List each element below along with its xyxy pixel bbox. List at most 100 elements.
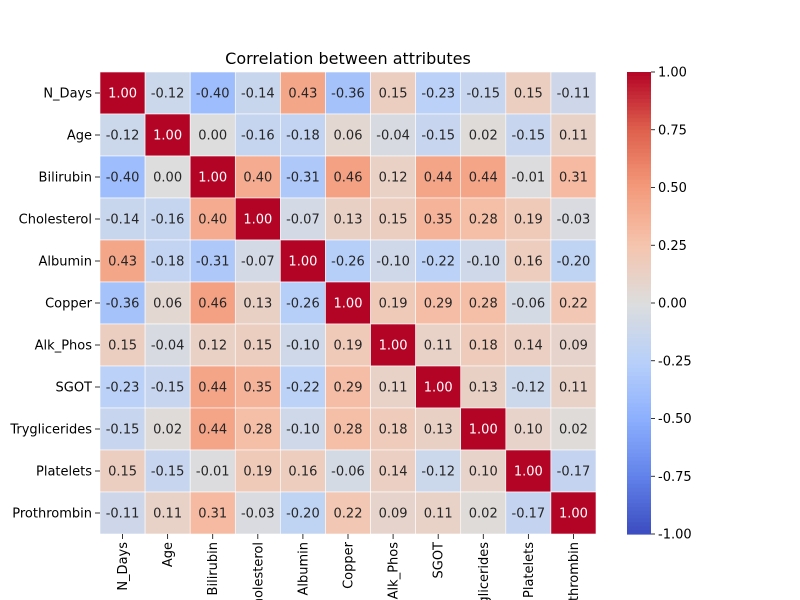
colorbar-segment: [627, 272, 651, 277]
cell-annotation: 0.10: [469, 465, 498, 480]
heatmap-cell: [234, 71, 281, 115]
colorbar-segment: [627, 156, 651, 162]
cell-annotation: -0.36: [331, 87, 365, 102]
heatmap-cell: [280, 239, 326, 283]
cell-annotation: -0.11: [106, 507, 140, 522]
heatmap-cell: [144, 197, 191, 241]
cell-annotation: 0.11: [379, 381, 408, 396]
cell-annotation: 0.40: [198, 213, 227, 228]
cell-annotation: 0.02: [469, 129, 498, 144]
colorbar-segment: [627, 314, 651, 319]
colorbar-segment: [627, 345, 651, 350]
cell-annotation: -0.14: [106, 213, 140, 228]
cell-annotation: 1.00: [469, 423, 498, 438]
cell-annotation: -0.10: [376, 255, 410, 270]
cell-annotation: -0.31: [196, 255, 230, 270]
cell-annotation: 0.15: [243, 339, 272, 354]
heatmap-cell: [99, 71, 146, 115]
cell-annotation: 0.43: [108, 255, 137, 270]
heatmap-cell: [325, 71, 371, 115]
colorbar-segment: [627, 507, 651, 512]
colorbar-segment: [627, 430, 651, 435]
colorbar-segment: [627, 356, 651, 362]
cell-annotation: -0.10: [286, 423, 320, 438]
cell-annotation: 0.18: [469, 339, 498, 354]
colorbar-segment: [627, 191, 651, 196]
cell-annotation: 0.13: [469, 381, 498, 396]
cell-annotation: -0.03: [557, 213, 591, 228]
heatmap-cell: [550, 407, 597, 451]
cell-annotation: 0.11: [424, 339, 453, 354]
cell-annotation: 0.31: [559, 171, 588, 186]
heatmap-cell: [99, 113, 146, 157]
colorbar-segment: [627, 72, 651, 77]
colorbar-segment: [627, 460, 651, 466]
heatmap-cell: [550, 71, 597, 115]
colorbar-segment: [627, 237, 651, 242]
colorbar-segment: [627, 476, 651, 481]
colorbar-segment: [627, 133, 651, 139]
colorbar-segment: [627, 418, 651, 423]
cell-annotation: -0.10: [466, 255, 500, 270]
colorbar-segment: [627, 306, 651, 312]
heatmap-cell: [550, 239, 597, 283]
cell-annotation: -0.12: [512, 381, 546, 396]
colorbar-segment: [627, 364, 651, 370]
colorbar-segment: [627, 129, 651, 135]
colorbar-segment: [627, 268, 651, 273]
colorbar-segment: [627, 380, 651, 385]
cell-annotation: 0.11: [559, 129, 588, 144]
colorbar-segment: [627, 264, 651, 269]
y-tick-label: Prothrombin: [12, 507, 92, 522]
cell-annotation: 0.29: [334, 381, 363, 396]
heatmap-cell: [370, 323, 416, 367]
x-tick-label: Prothrombin: [567, 542, 582, 600]
heatmap-cell: [550, 491, 597, 535]
colorbar-segment: [627, 175, 651, 181]
y-tick-label: Cholesterol: [19, 213, 92, 228]
colorbar-segment: [627, 252, 651, 258]
colorbar-segment: [627, 222, 651, 227]
colorbar-segment: [627, 514, 651, 520]
heatmap-cell: [325, 491, 371, 535]
colorbar-segment: [627, 491, 651, 497]
cell-annotation: 0.31: [198, 507, 227, 522]
heatmap-cell: [505, 239, 552, 283]
y-axis-ticks: N_Days Age Bilirubin Cholesterol Albumin Copp…: [9, 87, 100, 522]
heatmap-cell: [505, 113, 552, 157]
heatmap-cell: [280, 197, 326, 241]
cell-annotation: -0.16: [241, 129, 275, 144]
colorbar-segment: [627, 102, 651, 108]
heatmap-cell: [325, 323, 371, 367]
cell-annotation: 0.15: [514, 87, 543, 102]
heatmap-cell: [189, 197, 236, 241]
heatmap-cell: [234, 239, 281, 283]
colorbar-segment: [627, 403, 651, 408]
x-axis-ticks: N_Days Age Bilirubin Cholesterol Albumin Copp…: [116, 534, 582, 600]
colorbar-segment: [627, 95, 651, 100]
x-tick-label: Bilirubin: [206, 542, 221, 595]
colorbar-segment: [627, 106, 651, 112]
heatmap-cell: [550, 365, 597, 409]
cell-annotation: -0.04: [151, 339, 185, 354]
heatmap-cell: [280, 155, 326, 199]
x-tick-label: Tryglicerides: [477, 542, 492, 600]
heatmap-cell: [415, 407, 462, 451]
colorbar-segment: [627, 218, 651, 223]
x-tick-label: Cholesterol: [251, 542, 266, 600]
y-tick-label: Alk_Phos: [35, 339, 93, 354]
y-tick-label: SGOT: [56, 381, 93, 396]
colorbar-segment: [627, 195, 651, 200]
cell-annotation: -0.04: [376, 129, 410, 144]
colorbar-segment: [627, 206, 651, 212]
heatmap-cell: [460, 155, 507, 199]
colorbar-segment: [627, 341, 651, 346]
colorbar-segment: [627, 241, 651, 246]
cell-annotation: 0.19: [243, 465, 272, 480]
colorbar-segment: [627, 453, 651, 458]
cell-annotation: 0.06: [153, 297, 182, 312]
cell-annotation: 0.16: [514, 255, 543, 270]
heatmap-cell: [280, 365, 326, 409]
heatmap-cell: [325, 365, 371, 409]
